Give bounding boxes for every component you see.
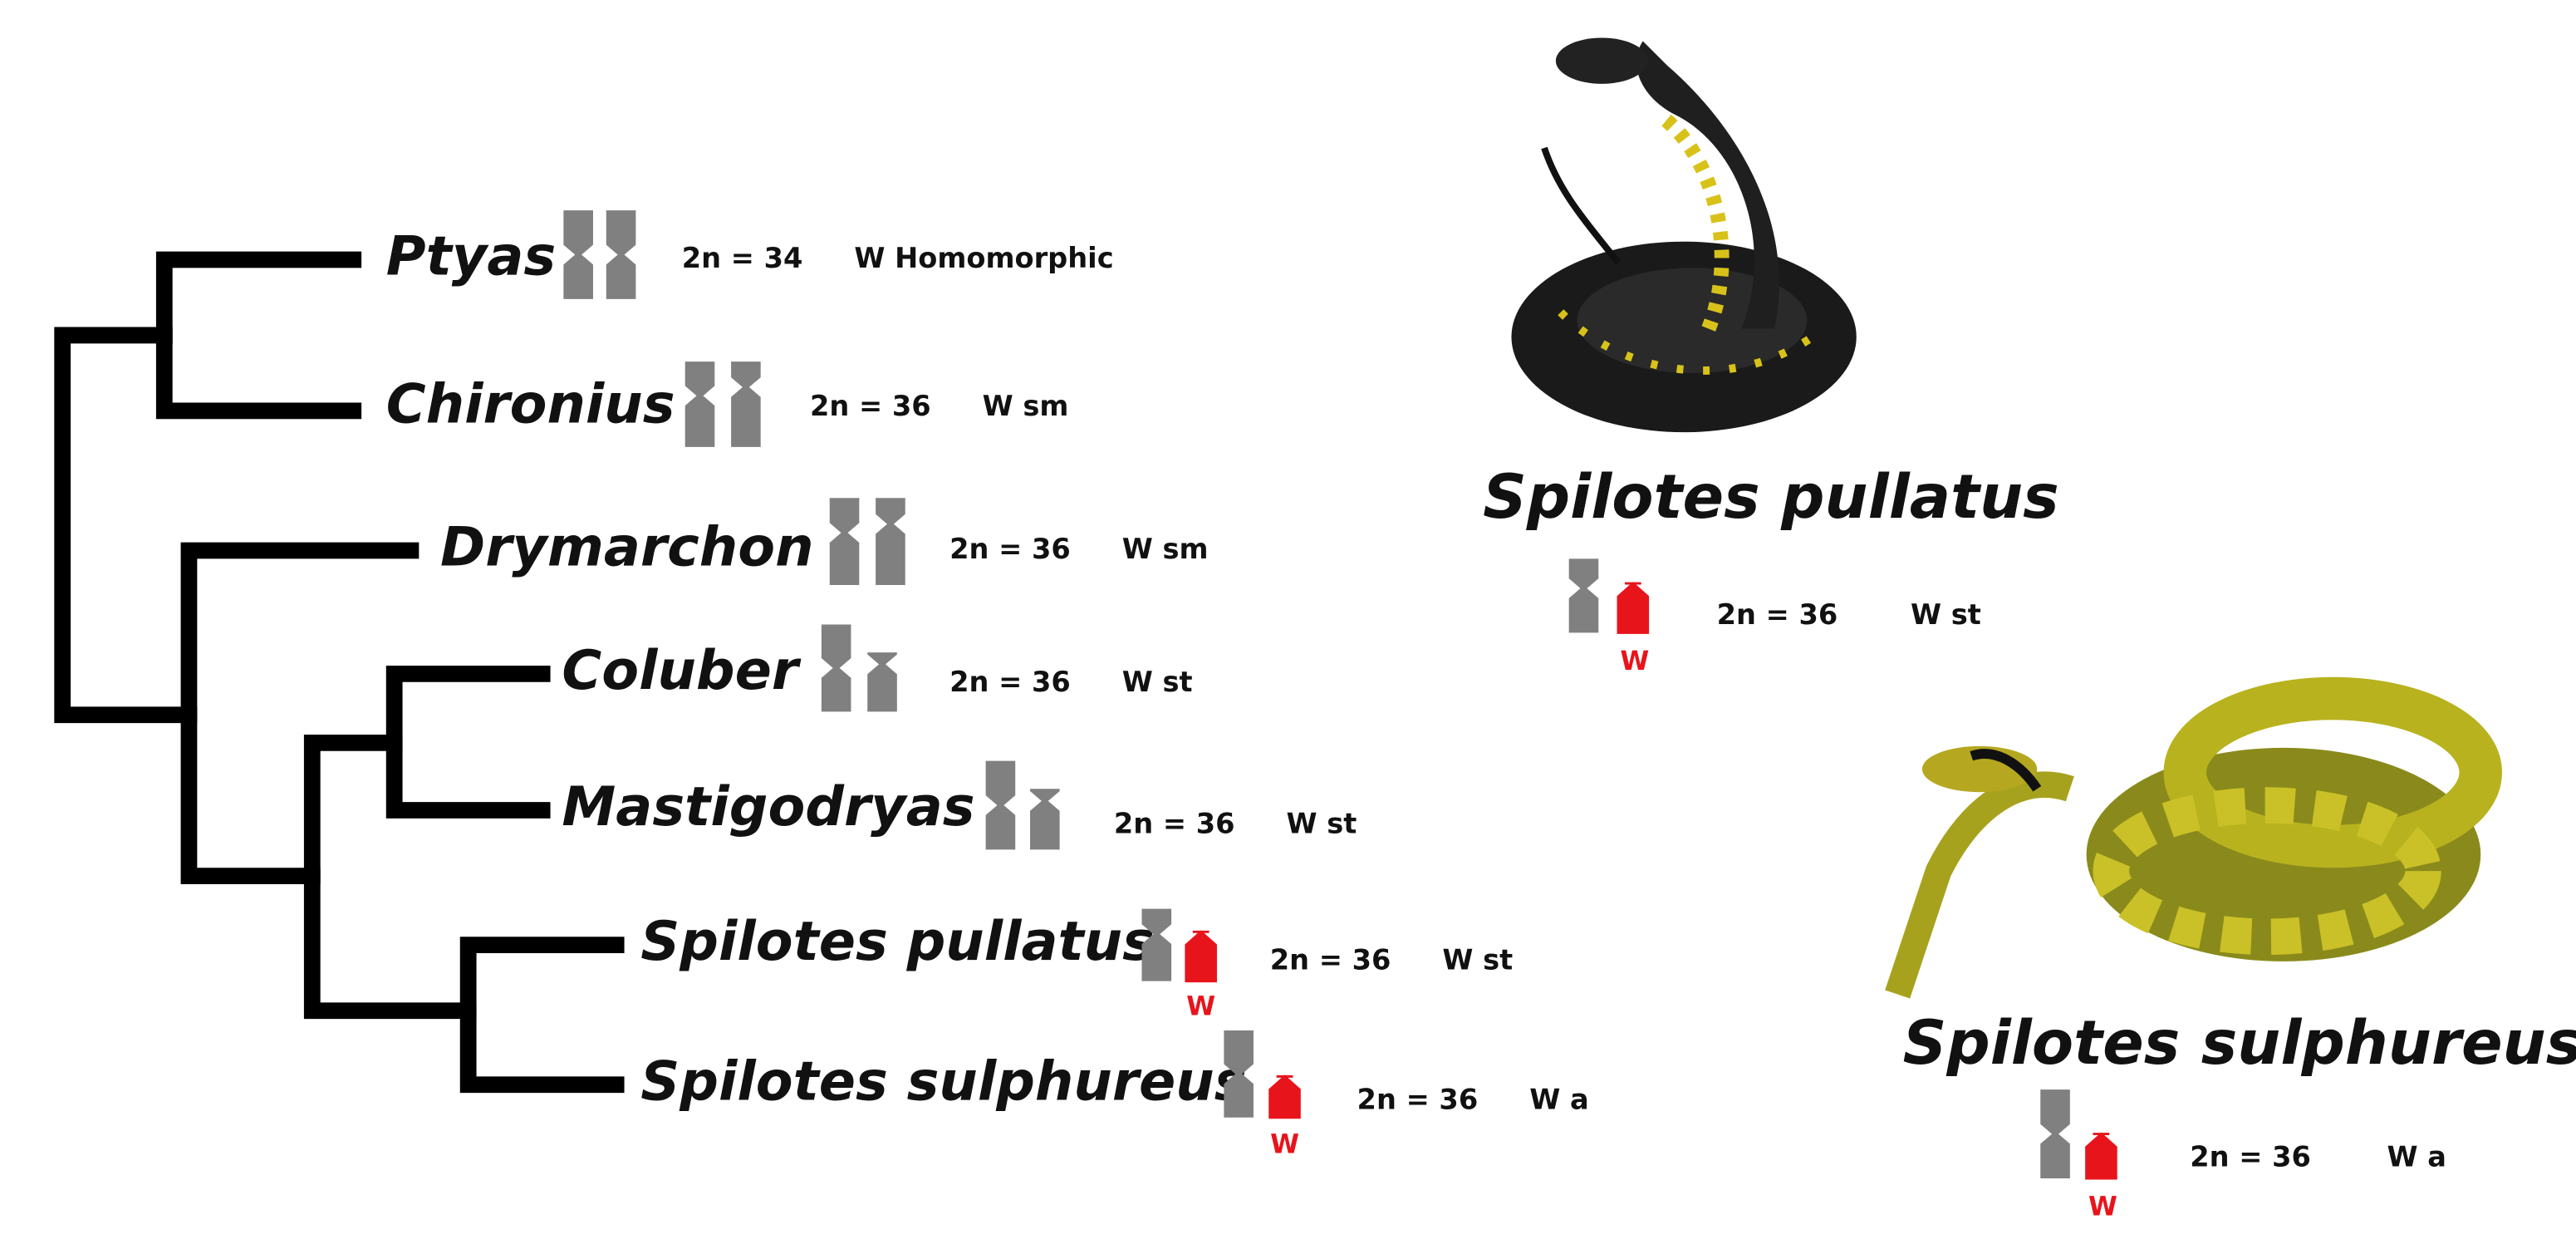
- w-type: W st: [1442, 943, 1513, 976]
- w-type: W sm: [1122, 533, 1209, 565]
- snake-head: [1555, 37, 1648, 84]
- snake-sulphureus: [1885, 676, 2502, 999]
- snake-tail: [1541, 146, 1622, 265]
- taxon-name: Mastigodryas: [562, 775, 974, 838]
- snake-coil: [2093, 787, 2441, 956]
- branch: [303, 735, 477, 1020]
- w-chromosome: [2085, 1132, 2117, 1180]
- featured-karyotype: 2n = 36: [2190, 1141, 2311, 1173]
- w-label: W: [1620, 647, 1649, 676]
- snake-coil: [1577, 268, 1808, 373]
- branch: [155, 251, 362, 420]
- taxon-name: Drymarchon: [440, 516, 814, 579]
- tree-branches: [54, 251, 625, 1094]
- taxon-name: Ptyas: [386, 225, 556, 288]
- chromosome: [731, 361, 761, 447]
- branch: [459, 937, 625, 1094]
- karyotype: 2n = 36: [949, 533, 1071, 565]
- chromosome: [1568, 558, 1599, 633]
- karyotype: 2n = 36: [810, 390, 931, 422]
- chromosome: [1030, 789, 1060, 850]
- chromosome: [563, 210, 593, 299]
- featured-w-type: W a: [2387, 1141, 2446, 1173]
- karyotype: 2n = 36: [1270, 943, 1391, 976]
- taxon-name: Chironius: [386, 373, 675, 436]
- w-chromosome: [1268, 1074, 1301, 1119]
- chromosome: [684, 361, 715, 447]
- taxon-name: Spilotes pullatus: [640, 910, 1155, 973]
- w-type: W st: [1287, 807, 1357, 839]
- branch: [385, 665, 551, 819]
- featured-w-type: W st: [1911, 598, 1981, 631]
- featured-karyotype: 2n = 36: [1717, 598, 1838, 631]
- karyotype: 2n = 36: [1114, 807, 1235, 839]
- w-label: W: [1270, 1129, 1299, 1159]
- snake-marking: [1970, 749, 2042, 792]
- snake-pattern: [1655, 109, 1730, 332]
- chromosome: [985, 760, 1016, 850]
- w-type: W sm: [983, 390, 1069, 422]
- snake-pullatus: [1511, 37, 1857, 433]
- w-label: W: [1186, 991, 1215, 1021]
- chromosome: [1141, 908, 1172, 981]
- featured-name: Spilotes pullatus: [1483, 462, 2059, 533]
- branch: [54, 327, 198, 724]
- karyotype: 2n = 36: [1357, 1084, 1479, 1116]
- chromosome: [867, 652, 897, 712]
- chromosome: [606, 210, 636, 299]
- w-label: W: [2088, 1192, 2117, 1222]
- chromosome: [876, 498, 905, 586]
- chromosome: [821, 624, 851, 712]
- taxon-name: Coluber: [562, 639, 801, 702]
- snake-neck: [1636, 41, 1779, 329]
- karyotype: 2n = 34: [682, 242, 803, 274]
- featured-name: Spilotes sulphureus: [1903, 1008, 2576, 1079]
- w-type: W st: [1122, 666, 1193, 698]
- w-chromosome: [1617, 582, 1650, 634]
- branch: [180, 542, 420, 884]
- snake-tail: [1885, 771, 2074, 999]
- w-type: W a: [1529, 1084, 1588, 1116]
- taxon-name: Spilotes sulphureus: [640, 1050, 1246, 1113]
- w-type: W Homomorphic: [854, 242, 1113, 274]
- snake-coil: [2163, 676, 2502, 868]
- w-chromosome: [1185, 930, 1217, 983]
- chromosome: [1224, 1030, 1254, 1118]
- karyotype: 2n = 36: [949, 666, 1071, 698]
- chromosome: [2040, 1089, 2070, 1178]
- chromosome: [829, 498, 860, 586]
